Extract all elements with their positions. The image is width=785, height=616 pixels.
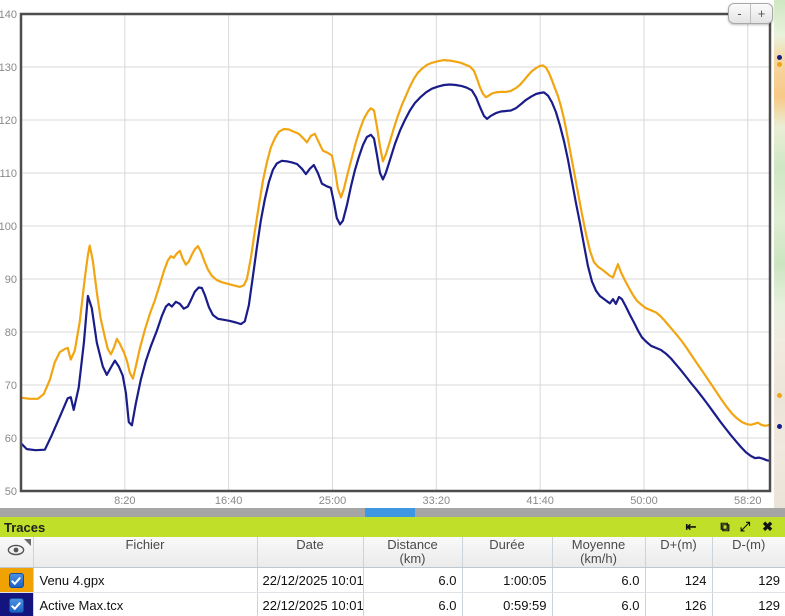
- trace-average: 6.0: [552, 567, 646, 593]
- map-track-marker-blue-top: [777, 55, 782, 60]
- scrollbar-thumb[interactable]: [365, 508, 416, 517]
- elevation-chart-panel: 50 60 70 80 90 100 110 120 130 140 8:20 16:40 25:00 3…: [0, 0, 785, 508]
- svg-text:33:20: 33:20: [423, 495, 451, 507]
- traces-panel-header: Traces ⇤ ⧉ ⤢ ✖: [0, 517, 785, 537]
- svg-text:50:00: 50:00: [630, 495, 658, 507]
- trace-average: 6.0: [552, 592, 646, 616]
- map-track-marker-orange-top: [777, 62, 782, 67]
- svg-text:120: 120: [0, 115, 17, 127]
- zoom-out-button[interactable]: -: [729, 4, 751, 23]
- trace-date: 22/12/2025 10:01: [257, 567, 364, 593]
- trace-duration: 1:00:05: [462, 567, 553, 593]
- svg-text:41:40: 41:40: [526, 495, 554, 507]
- trace-file-name: Active Max.tcx: [33, 592, 258, 616]
- trace-color-cell: [0, 592, 34, 616]
- trace-date: 22/12/2025 10:01: [257, 592, 364, 616]
- chart-scrollbar[interactable]: [0, 508, 785, 517]
- trace-distance: 6.0: [363, 592, 463, 616]
- fullscreen-icon[interactable]: ⤢: [739, 519, 751, 534]
- column-header-date[interactable]: Date: [257, 537, 364, 568]
- svg-text:60: 60: [5, 433, 17, 445]
- svg-text:140: 140: [0, 9, 17, 21]
- trace-row[interactable]: Venu 4.gpx 22/12/2025 10:01 6.0 1:00:05 …: [0, 567, 785, 593]
- svg-text:8:20: 8:20: [114, 495, 135, 507]
- map-edge-strip[interactable]: [774, 0, 785, 508]
- column-header-average[interactable]: Moyenne (km/h): [552, 537, 646, 568]
- table-header-row: Fichier Date Distance (km) Durée Moyenne…: [0, 537, 785, 568]
- column-header-visibility[interactable]: [0, 537, 34, 568]
- column-header-dplus[interactable]: D+(m): [645, 537, 713, 568]
- column-header-duration[interactable]: Durée: [462, 537, 553, 568]
- column-header-distance[interactable]: Distance (km): [363, 537, 463, 568]
- column-header-file[interactable]: Fichier: [33, 537, 258, 568]
- svg-text:90: 90: [5, 274, 17, 286]
- svg-text:110: 110: [0, 168, 17, 180]
- close-icon[interactable]: ✖: [762, 519, 773, 534]
- panel-title: Traces: [4, 519, 46, 535]
- column-header-dminus[interactable]: D-(m): [712, 537, 785, 568]
- collapse-left-icon[interactable]: ⇤: [685, 519, 697, 534]
- trace-dminus: 129: [712, 567, 785, 593]
- panel-toolbar: ⇤ ⧉ ⤢ ✖: [685, 517, 785, 537]
- trace-dplus: 124: [645, 567, 713, 593]
- detach-window-icon[interactable]: ⧉: [720, 519, 730, 534]
- zoom-in-button[interactable]: +: [751, 4, 772, 23]
- svg-text:58:20: 58:20: [734, 495, 762, 507]
- map-track-marker-orange: [777, 393, 782, 398]
- chart-zoom-control: - +: [728, 3, 773, 24]
- svg-text:100: 100: [0, 221, 17, 233]
- visibility-checkbox[interactable]: [8, 598, 24, 613]
- eye-icon[interactable]: [7, 544, 25, 559]
- svg-text:50: 50: [5, 486, 17, 498]
- trace-dplus: 126: [645, 592, 713, 616]
- map-track-marker-blue: [777, 424, 782, 429]
- svg-text:25:00: 25:00: [319, 495, 347, 507]
- elevation-chart[interactable]: 50 60 70 80 90 100 110 120 130 140 8:20 16:40 25:00 3…: [0, 0, 785, 508]
- trace-duration: 0:59:59: [462, 592, 553, 616]
- svg-text:70: 70: [5, 380, 17, 392]
- svg-text:16:40: 16:40: [215, 495, 243, 507]
- trace-dminus: 129: [712, 592, 785, 616]
- sort-corner-icon: [23, 539, 31, 546]
- svg-text:130: 130: [0, 62, 17, 74]
- trace-row[interactable]: Active Max.tcx 22/12/2025 10:01 6.0 0:59…: [0, 592, 785, 616]
- traces-table: Fichier Date Distance (km) Durée Moyenne…: [0, 537, 785, 616]
- visibility-checkbox[interactable]: [8, 573, 24, 588]
- trace-file-name: Venu 4.gpx: [33, 567, 258, 593]
- trace-distance: 6.0: [363, 567, 463, 593]
- trace-color-cell: [0, 567, 34, 593]
- svg-text:80: 80: [5, 327, 17, 339]
